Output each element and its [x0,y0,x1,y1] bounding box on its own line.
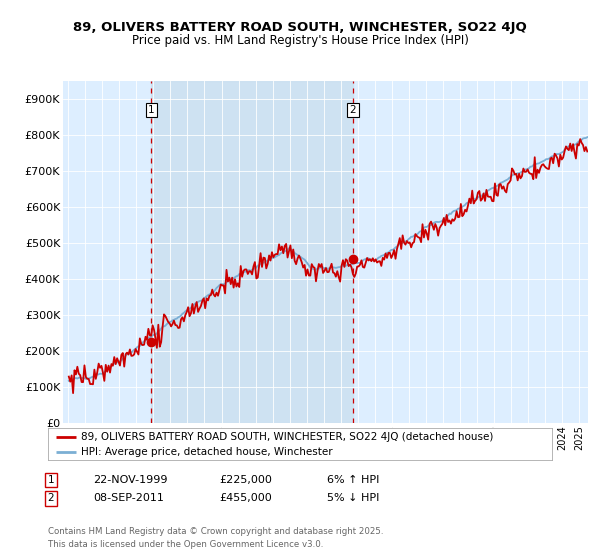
Text: 5% ↓ HPI: 5% ↓ HPI [327,493,379,503]
Text: 89, OLIVERS BATTERY ROAD SOUTH, WINCHESTER, SO22 4JQ: 89, OLIVERS BATTERY ROAD SOUTH, WINCHEST… [73,21,527,34]
Text: 6% ↑ HPI: 6% ↑ HPI [327,475,379,485]
Text: Contains HM Land Registry data © Crown copyright and database right 2025.
This d: Contains HM Land Registry data © Crown c… [48,526,383,549]
Text: 1: 1 [148,105,155,115]
Text: 08-SEP-2011: 08-SEP-2011 [93,493,164,503]
Text: HPI: Average price, detached house, Winchester: HPI: Average price, detached house, Winc… [81,446,332,456]
Text: Price paid vs. HM Land Registry's House Price Index (HPI): Price paid vs. HM Land Registry's House … [131,34,469,46]
Text: 22-NOV-1999: 22-NOV-1999 [93,475,167,485]
Text: 1: 1 [47,475,55,485]
Text: £455,000: £455,000 [219,493,272,503]
Bar [151,81,353,423]
Text: 2: 2 [47,493,55,503]
Text: 89, OLIVERS BATTERY ROAD SOUTH, WINCHESTER, SO22 4JQ (detached house): 89, OLIVERS BATTERY ROAD SOUTH, WINCHEST… [81,432,493,442]
Text: £225,000: £225,000 [219,475,272,485]
Text: 2: 2 [350,105,356,115]
